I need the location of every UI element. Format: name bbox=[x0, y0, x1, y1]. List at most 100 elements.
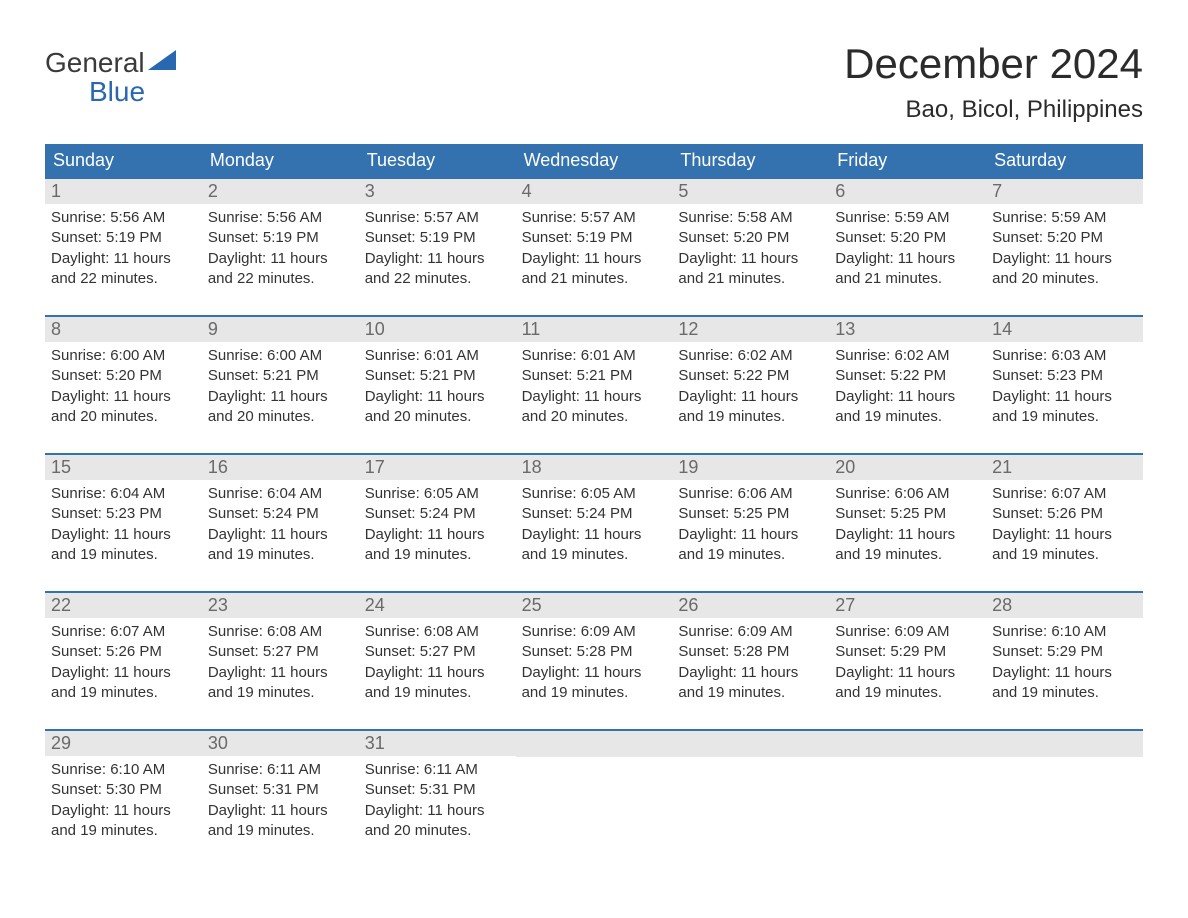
day-details: Sunrise: 5:57 AMSunset: 5:19 PMDaylight:… bbox=[359, 204, 516, 295]
day-detail-line: Sunrise: 6:09 AM bbox=[835, 622, 980, 642]
day-number: 31 bbox=[359, 731, 516, 756]
day-detail-line: Daylight: 11 hours bbox=[51, 801, 196, 821]
empty-day bbox=[986, 731, 1143, 757]
day-detail-line: and 19 minutes. bbox=[51, 545, 196, 565]
day-detail-line: Sunset: 5:30 PM bbox=[51, 780, 196, 800]
day-cell: 2Sunrise: 5:56 AMSunset: 5:19 PMDaylight… bbox=[202, 179, 359, 295]
day-detail-line: Sunset: 5:28 PM bbox=[678, 642, 823, 662]
day-detail-line: and 19 minutes. bbox=[835, 407, 980, 427]
location: Bao, Bicol, Philippines bbox=[844, 96, 1143, 124]
calendar: SundayMondayTuesdayWednesdayThursdayFrid… bbox=[45, 144, 1143, 847]
day-detail-line: Sunrise: 6:05 AM bbox=[522, 484, 667, 504]
day-number: 18 bbox=[516, 455, 673, 480]
week-row: 22Sunrise: 6:07 AMSunset: 5:26 PMDayligh… bbox=[45, 591, 1143, 709]
day-detail-line: Sunrise: 6:10 AM bbox=[51, 760, 196, 780]
day-detail-line: Daylight: 11 hours bbox=[51, 663, 196, 683]
day-number: 29 bbox=[45, 731, 202, 756]
day-detail-line: and 19 minutes. bbox=[835, 545, 980, 565]
day-detail-line: Sunrise: 6:07 AM bbox=[51, 622, 196, 642]
day-number: 5 bbox=[672, 179, 829, 204]
day-detail-line: Sunset: 5:29 PM bbox=[835, 642, 980, 662]
month-title: December 2024 bbox=[844, 40, 1143, 88]
day-detail-line: and 19 minutes. bbox=[992, 545, 1137, 565]
day-cell: 7Sunrise: 5:59 AMSunset: 5:20 PMDaylight… bbox=[986, 179, 1143, 295]
day-detail-line: and 21 minutes. bbox=[835, 269, 980, 289]
day-details: Sunrise: 6:07 AMSunset: 5:26 PMDaylight:… bbox=[45, 618, 202, 709]
day-detail-line: Sunrise: 6:04 AM bbox=[208, 484, 353, 504]
weekday-header: Sunday bbox=[45, 144, 202, 177]
day-details: Sunrise: 6:09 AMSunset: 5:29 PMDaylight:… bbox=[829, 618, 986, 709]
day-detail-line: Daylight: 11 hours bbox=[522, 387, 667, 407]
day-detail-line: Sunrise: 5:59 AM bbox=[835, 208, 980, 228]
day-detail-line: and 19 minutes. bbox=[835, 683, 980, 703]
day-cell bbox=[516, 731, 673, 847]
day-details: Sunrise: 6:07 AMSunset: 5:26 PMDaylight:… bbox=[986, 480, 1143, 571]
week-row: 1Sunrise: 5:56 AMSunset: 5:19 PMDaylight… bbox=[45, 177, 1143, 295]
day-cell: 19Sunrise: 6:06 AMSunset: 5:25 PMDayligh… bbox=[672, 455, 829, 571]
day-detail-line: and 19 minutes. bbox=[992, 683, 1137, 703]
day-cell: 30Sunrise: 6:11 AMSunset: 5:31 PMDayligh… bbox=[202, 731, 359, 847]
weekday-header: Monday bbox=[202, 144, 359, 177]
day-number: 24 bbox=[359, 593, 516, 618]
day-detail-line: Sunrise: 6:10 AM bbox=[992, 622, 1137, 642]
day-detail-line: Sunset: 5:22 PM bbox=[835, 366, 980, 386]
day-details: Sunrise: 5:59 AMSunset: 5:20 PMDaylight:… bbox=[829, 204, 986, 295]
day-number: 17 bbox=[359, 455, 516, 480]
day-detail-line: and 21 minutes. bbox=[678, 269, 823, 289]
day-details: Sunrise: 6:08 AMSunset: 5:27 PMDaylight:… bbox=[202, 618, 359, 709]
day-detail-line: Sunset: 5:21 PM bbox=[522, 366, 667, 386]
day-detail-line: Sunset: 5:24 PM bbox=[522, 504, 667, 524]
header: General Blue December 2024 Bao, Bicol, P… bbox=[45, 40, 1143, 124]
day-detail-line: and 19 minutes. bbox=[522, 683, 667, 703]
day-cell: 23Sunrise: 6:08 AMSunset: 5:27 PMDayligh… bbox=[202, 593, 359, 709]
day-detail-line: Sunset: 5:20 PM bbox=[992, 228, 1137, 248]
day-cell: 12Sunrise: 6:02 AMSunset: 5:22 PMDayligh… bbox=[672, 317, 829, 433]
day-cell: 9Sunrise: 6:00 AMSunset: 5:21 PMDaylight… bbox=[202, 317, 359, 433]
day-detail-line: Daylight: 11 hours bbox=[51, 249, 196, 269]
day-details: Sunrise: 6:02 AMSunset: 5:22 PMDaylight:… bbox=[829, 342, 986, 433]
day-cell bbox=[672, 731, 829, 847]
day-number: 10 bbox=[359, 317, 516, 342]
day-detail-line: Sunrise: 6:11 AM bbox=[208, 760, 353, 780]
day-detail-line: Sunset: 5:19 PM bbox=[51, 228, 196, 248]
day-details: Sunrise: 6:01 AMSunset: 5:21 PMDaylight:… bbox=[516, 342, 673, 433]
logo-text-blue: Blue bbox=[45, 77, 182, 106]
empty-day bbox=[672, 731, 829, 757]
day-detail-line: Sunrise: 6:03 AM bbox=[992, 346, 1137, 366]
week-row: 29Sunrise: 6:10 AMSunset: 5:30 PMDayligh… bbox=[45, 729, 1143, 847]
day-cell: 15Sunrise: 6:04 AMSunset: 5:23 PMDayligh… bbox=[45, 455, 202, 571]
day-number: 28 bbox=[986, 593, 1143, 618]
day-details: Sunrise: 6:05 AMSunset: 5:24 PMDaylight:… bbox=[516, 480, 673, 571]
day-detail-line: Daylight: 11 hours bbox=[208, 249, 353, 269]
day-number: 25 bbox=[516, 593, 673, 618]
day-detail-line: Daylight: 11 hours bbox=[51, 387, 196, 407]
day-detail-line: Sunrise: 6:04 AM bbox=[51, 484, 196, 504]
day-detail-line: and 20 minutes. bbox=[208, 407, 353, 427]
day-detail-line: Sunrise: 6:11 AM bbox=[365, 760, 510, 780]
day-number: 14 bbox=[986, 317, 1143, 342]
day-cell: 28Sunrise: 6:10 AMSunset: 5:29 PMDayligh… bbox=[986, 593, 1143, 709]
day-detail-line: Sunset: 5:19 PM bbox=[208, 228, 353, 248]
day-detail-line: Sunset: 5:31 PM bbox=[365, 780, 510, 800]
day-details: Sunrise: 6:11 AMSunset: 5:31 PMDaylight:… bbox=[202, 756, 359, 847]
day-detail-line: Sunrise: 6:07 AM bbox=[992, 484, 1137, 504]
day-detail-line: Daylight: 11 hours bbox=[678, 525, 823, 545]
day-cell: 1Sunrise: 5:56 AMSunset: 5:19 PMDaylight… bbox=[45, 179, 202, 295]
day-detail-line: Daylight: 11 hours bbox=[992, 249, 1137, 269]
day-detail-line: and 19 minutes. bbox=[992, 407, 1137, 427]
day-number: 15 bbox=[45, 455, 202, 480]
day-cell: 22Sunrise: 6:07 AMSunset: 5:26 PMDayligh… bbox=[45, 593, 202, 709]
day-detail-line: and 20 minutes. bbox=[365, 821, 510, 841]
day-detail-line: Sunrise: 6:00 AM bbox=[208, 346, 353, 366]
day-detail-line: Sunset: 5:19 PM bbox=[365, 228, 510, 248]
weekday-header: Tuesday bbox=[359, 144, 516, 177]
day-cell: 11Sunrise: 6:01 AMSunset: 5:21 PMDayligh… bbox=[516, 317, 673, 433]
day-detail-line: Sunrise: 5:59 AM bbox=[992, 208, 1137, 228]
day-details: Sunrise: 6:08 AMSunset: 5:27 PMDaylight:… bbox=[359, 618, 516, 709]
day-detail-line: Sunset: 5:20 PM bbox=[678, 228, 823, 248]
day-details: Sunrise: 5:57 AMSunset: 5:19 PMDaylight:… bbox=[516, 204, 673, 295]
day-detail-line: and 19 minutes. bbox=[678, 683, 823, 703]
day-detail-line: and 19 minutes. bbox=[208, 821, 353, 841]
day-detail-line: Daylight: 11 hours bbox=[365, 801, 510, 821]
weekday-header: Friday bbox=[829, 144, 986, 177]
